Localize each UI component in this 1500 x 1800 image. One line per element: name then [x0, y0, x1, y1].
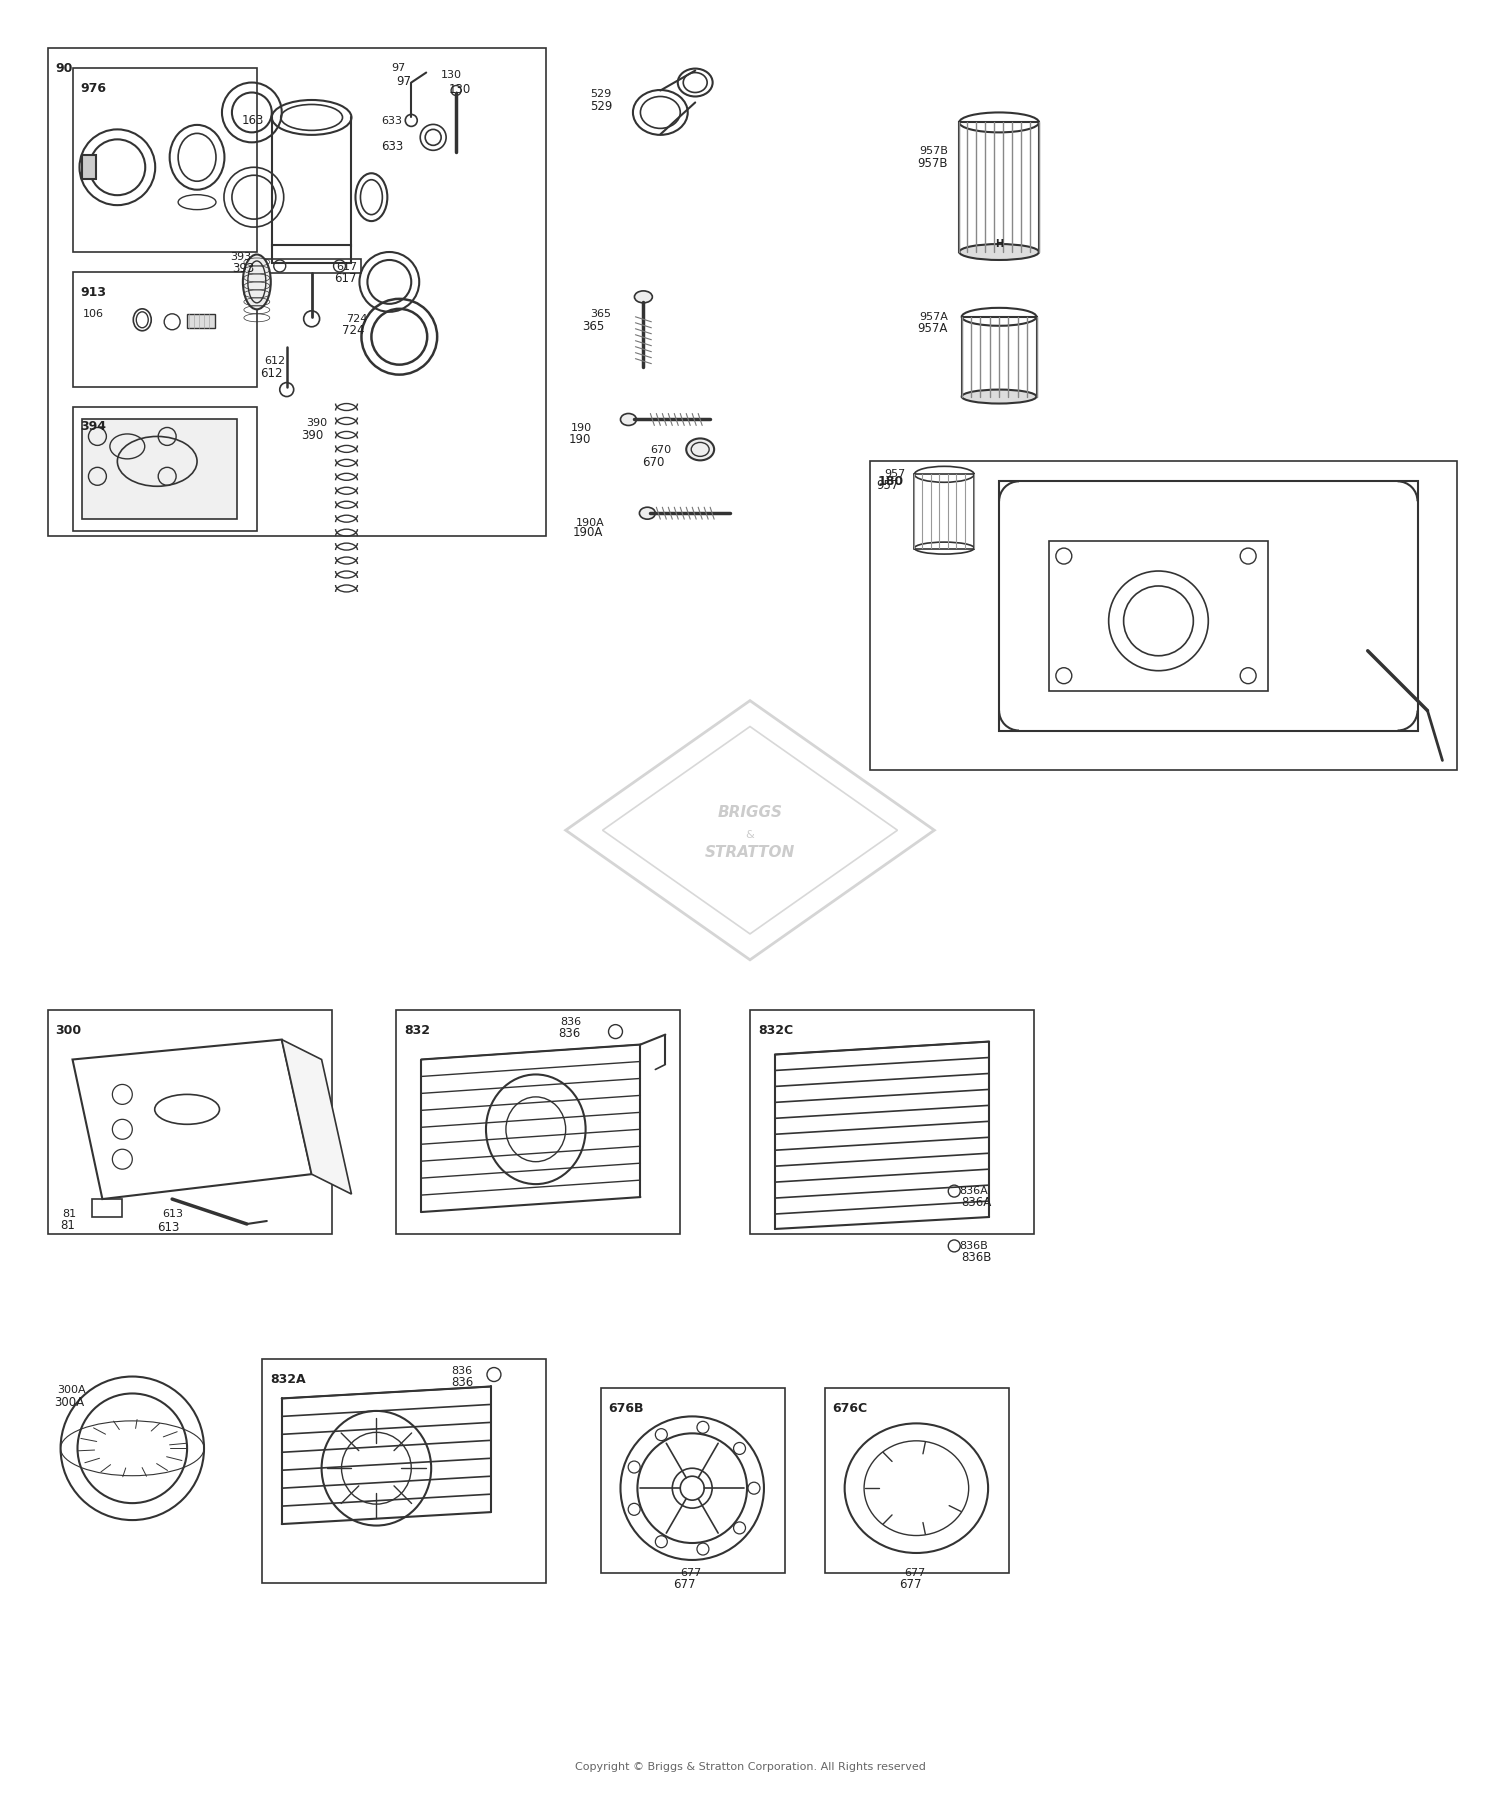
Text: 130: 130 [441, 70, 462, 79]
Bar [396, 1010, 681, 1235]
Text: 393: 393 [232, 263, 254, 275]
Text: 836A: 836A [958, 1186, 988, 1195]
Text: 180: 180 [878, 475, 903, 488]
Ellipse shape [621, 414, 636, 425]
Text: STRATTON: STRATTON [705, 844, 795, 860]
Text: 390: 390 [302, 430, 324, 443]
Bar [262, 259, 362, 274]
Text: 832A: 832A [270, 1373, 306, 1386]
Text: 393: 393 [230, 252, 251, 263]
Text: 613: 613 [162, 1210, 183, 1219]
Bar [82, 419, 237, 518]
Text: 676B: 676B [609, 1402, 644, 1415]
Text: 163: 163 [242, 115, 264, 128]
Text: 613: 613 [158, 1220, 180, 1235]
Text: 81: 81 [60, 1219, 75, 1231]
Text: 617: 617 [334, 272, 357, 284]
Bar [962, 317, 1036, 396]
Bar [188, 313, 214, 328]
Text: 677: 677 [900, 1579, 922, 1591]
Bar [915, 475, 974, 549]
Bar [870, 461, 1458, 770]
Text: 529: 529 [591, 90, 612, 99]
Text: 836B: 836B [962, 1251, 992, 1264]
Text: 190: 190 [568, 434, 591, 446]
Bar [262, 1359, 546, 1582]
Text: 106: 106 [82, 310, 104, 319]
Text: 836: 836 [452, 1375, 474, 1388]
Text: 836B: 836B [958, 1240, 988, 1251]
Bar [600, 1388, 784, 1573]
Text: 300A: 300A [57, 1386, 86, 1395]
Text: 365: 365 [582, 320, 604, 333]
Bar [1048, 542, 1268, 691]
Text: 529: 529 [591, 101, 613, 113]
Text: 957: 957 [885, 470, 906, 479]
Bar [825, 1388, 1010, 1573]
Ellipse shape [958, 245, 1040, 259]
Text: 677: 677 [904, 1568, 926, 1579]
Text: 190: 190 [570, 423, 592, 434]
Text: 365: 365 [591, 310, 612, 319]
Text: 670: 670 [642, 457, 664, 470]
Text: 633: 633 [381, 117, 402, 126]
Text: 957B: 957B [920, 146, 948, 157]
Text: 190A: 190A [576, 518, 604, 527]
Text: 617: 617 [336, 263, 357, 272]
Text: 670: 670 [651, 445, 672, 455]
Bar [958, 122, 1040, 252]
Text: 957B: 957B [918, 157, 948, 171]
Text: 390: 390 [306, 418, 328, 428]
Text: 836: 836 [561, 1017, 582, 1026]
Ellipse shape [243, 254, 272, 310]
Text: 97: 97 [392, 63, 405, 72]
Text: 300A: 300A [54, 1397, 84, 1409]
Text: 677: 677 [681, 1568, 702, 1579]
Text: 633: 633 [381, 140, 404, 153]
Text: 836: 836 [452, 1366, 472, 1375]
Ellipse shape [639, 508, 656, 518]
Text: 724: 724 [346, 313, 368, 324]
Text: 957A: 957A [918, 322, 948, 335]
Text: 612: 612 [260, 367, 282, 380]
Text: 832C: 832C [758, 1024, 794, 1037]
Bar [72, 407, 256, 531]
Text: 836: 836 [558, 1026, 580, 1040]
Text: 832: 832 [405, 1024, 430, 1037]
Text: 676C: 676C [833, 1402, 868, 1415]
Text: H: H [994, 239, 1004, 248]
Text: 957: 957 [876, 479, 898, 493]
Text: 976: 976 [81, 81, 106, 95]
Text: 90: 90 [56, 61, 74, 74]
Text: 97: 97 [396, 74, 411, 88]
Text: &: & [746, 830, 754, 841]
Ellipse shape [962, 389, 1036, 403]
Text: 913: 913 [81, 286, 106, 299]
Text: 394: 394 [81, 421, 106, 434]
Bar [72, 272, 256, 387]
Text: Copyright © Briggs & Stratton Corporation. All Rights reserved: Copyright © Briggs & Stratton Corporatio… [574, 1762, 926, 1773]
Text: 677: 677 [674, 1579, 696, 1591]
Text: 957A: 957A [920, 311, 948, 322]
Text: 612: 612 [264, 356, 285, 365]
Bar [82, 155, 96, 180]
Text: 300: 300 [56, 1024, 81, 1037]
Text: 190A: 190A [573, 526, 603, 540]
Ellipse shape [686, 439, 714, 461]
Bar [750, 1010, 1034, 1235]
Text: 130: 130 [448, 83, 471, 95]
Ellipse shape [634, 292, 652, 302]
Bar [93, 1199, 123, 1217]
Bar [72, 68, 256, 252]
Text: 724: 724 [342, 324, 364, 337]
Text: BRIGGS: BRIGGS [717, 805, 783, 819]
Bar [48, 47, 546, 536]
Bar [48, 1010, 332, 1235]
Bar [999, 481, 1418, 731]
Bar [272, 245, 351, 263]
Polygon shape [282, 1040, 351, 1193]
Text: 81: 81 [63, 1210, 76, 1219]
Text: 836A: 836A [962, 1195, 992, 1210]
